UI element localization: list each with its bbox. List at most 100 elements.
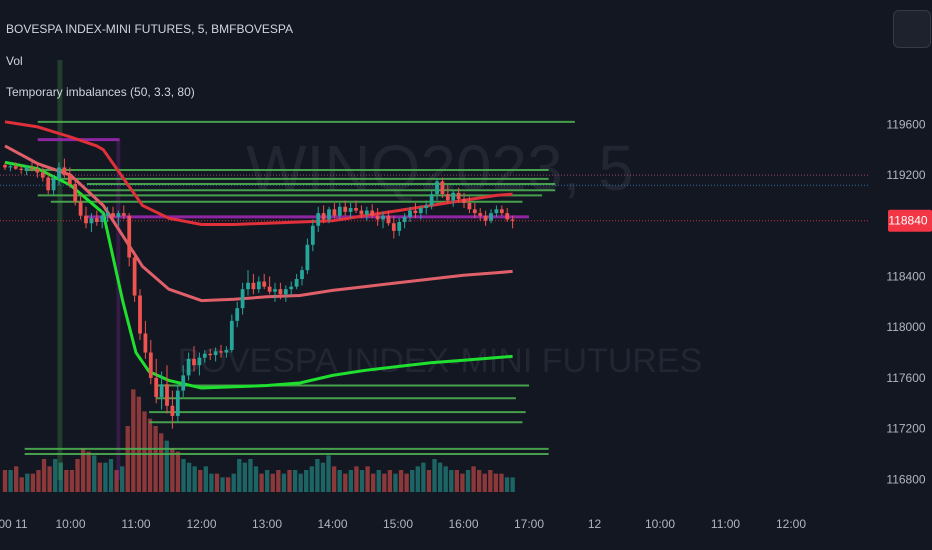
- volume-bar: [108, 459, 114, 492]
- volume-bar: [220, 477, 225, 492]
- candle-body: [246, 282, 250, 290]
- candle-body: [418, 208, 423, 214]
- time-tick-label: 15:00: [383, 517, 413, 531]
- candle-body: [391, 223, 396, 231]
- candle-body: [127, 215, 132, 258]
- volume-bar: [365, 466, 370, 492]
- volume-bars: [2, 389, 515, 492]
- volume-bar: [270, 473, 275, 492]
- volume-bar: [265, 470, 270, 492]
- session-band: [57, 60, 63, 480]
- candle-body: [84, 215, 88, 224]
- time-axis[interactable]: 00 11 10:00 11:00 12:00 13:00 14:00 15:00 16:00 1…: [0, 505, 932, 550]
- candle-body: [413, 210, 418, 214]
- candle-body: [197, 357, 202, 366]
- volume-bar: [186, 462, 192, 492]
- candle-body: [370, 210, 375, 216]
- volume-bar: [198, 470, 203, 492]
- volume-bar: [437, 462, 443, 492]
- candle-body: [208, 353, 213, 356]
- volume-bar: [131, 389, 136, 492]
- candle-body: [94, 218, 99, 222]
- volume-bar: [443, 466, 448, 492]
- volume-bar: [410, 470, 415, 492]
- volume-bar: [320, 462, 326, 492]
- candle-body: [273, 289, 277, 292]
- volume-bar: [64, 470, 69, 492]
- candle-body: [202, 353, 207, 358]
- volume-bar: [2, 470, 8, 492]
- volume-bar: [30, 473, 36, 492]
- candle-body: [451, 192, 456, 201]
- volume-bar: [354, 466, 359, 492]
- indicator-label[interactable]: Temporary imbalances (50, 3.3, 80): [6, 85, 195, 99]
- price-tick-label: 117200: [886, 422, 925, 436]
- candle-body: [46, 177, 51, 191]
- volume-bar: [92, 455, 97, 492]
- volume-bar: [432, 459, 437, 492]
- volume-bar: [465, 470, 471, 492]
- price-tick-label: 118400: [886, 269, 925, 283]
- candle-body: [13, 166, 18, 169]
- volume-bar: [326, 455, 331, 492]
- volume-bar: [253, 466, 259, 492]
- volume-bar: [315, 459, 320, 492]
- volume-bar: [237, 459, 242, 492]
- candle-body: [229, 320, 234, 351]
- candle-body: [381, 215, 385, 220]
- volume-bar: [36, 470, 41, 492]
- candle-body: [224, 350, 229, 353]
- candle-body: [354, 208, 358, 211]
- candle-body: [262, 281, 267, 287]
- candle-body: [121, 213, 126, 216]
- candle-body: [186, 358, 191, 376]
- volume-bar: [382, 473, 387, 492]
- candle-body: [78, 201, 83, 216]
- candle-body: [19, 168, 24, 171]
- candle-body: [510, 219, 515, 221]
- volume-bar: [69, 470, 75, 492]
- volume-bar: [47, 466, 52, 492]
- price-tick-label: 119600: [886, 117, 925, 131]
- price-tick-label: 119200: [886, 168, 925, 182]
- candle-body: [445, 194, 450, 201]
- watermark-ticker: WINQ2023, 5: [246, 132, 634, 204]
- candle-body: [429, 194, 434, 206]
- candle-body: [40, 172, 45, 178]
- volume-bar: [510, 477, 515, 492]
- volume-bar: [58, 462, 63, 492]
- volume-bar: [387, 470, 393, 492]
- time-tick-label: 13:00: [252, 517, 282, 531]
- time-tick-label: 11: [15, 517, 28, 531]
- candle-body: [316, 213, 321, 226]
- candle-body: [170, 405, 175, 416]
- volume-bar: [170, 448, 175, 492]
- candle-body: [105, 213, 110, 216]
- time-tick-label: 10:00: [645, 517, 675, 531]
- candle-body: [494, 209, 499, 214]
- candle-body: [154, 377, 159, 397]
- time-tick-label: 11:00: [711, 517, 740, 531]
- volume-label[interactable]: Vol: [6, 54, 23, 68]
- volume-bar: [426, 470, 432, 492]
- candle-body: [505, 213, 510, 220]
- chart-settings-button[interactable]: [893, 10, 931, 48]
- volume-bar: [337, 470, 342, 492]
- candle-body: [51, 178, 56, 191]
- volume-bar: [343, 473, 348, 492]
- volume-bar: [476, 470, 482, 492]
- time-tick-label: 12: [588, 517, 602, 531]
- candle-body: [440, 181, 445, 195]
- volume-bar: [454, 470, 460, 492]
- candle-body: [397, 221, 402, 231]
- candle-body: [337, 206, 342, 216]
- candle-body: [294, 279, 299, 287]
- last-price-label: 118840: [888, 214, 927, 228]
- volume-bar: [142, 411, 147, 492]
- candle-body: [138, 295, 142, 334]
- symbol-title[interactable]: BOVESPA INDEX-MINI FUTURES, 5, BMFBOVESP…: [6, 22, 293, 36]
- candle-body: [408, 210, 412, 217]
- price-axis[interactable]: 116800 117200 117600 118000 118400 119200 1196…: [880, 0, 932, 510]
- candle-body: [321, 213, 326, 220]
